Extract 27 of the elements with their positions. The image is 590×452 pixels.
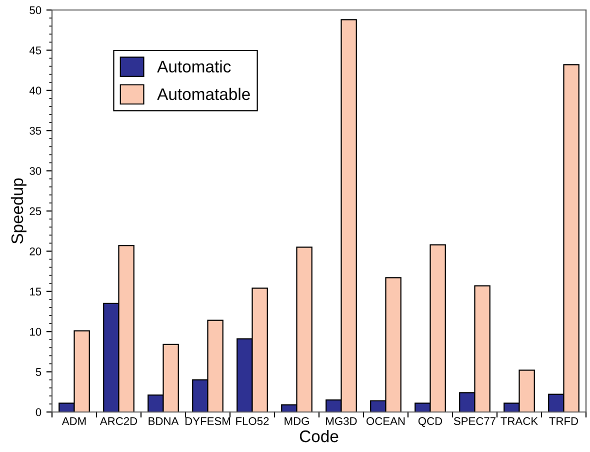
y-axis-title: Speedup <box>10 178 26 244</box>
y-tick-label: 35 <box>30 126 42 135</box>
x-tick-label: ARC2D <box>100 417 138 426</box>
x-tick-label: SPEC77 <box>454 417 496 426</box>
x-tick-label: QCD <box>418 417 442 428</box>
y-tick-label: 50 <box>30 6 42 14</box>
y-tick-label: 40 <box>29 86 42 95</box>
x-tick-label: MDG <box>284 417 309 426</box>
y-tick-label: 25 <box>30 207 42 216</box>
x-tick-label: FLO52 <box>236 417 269 426</box>
y-tick-label: 30 <box>30 167 42 175</box>
x-axis-title: Code <box>300 430 338 442</box>
y-tick-label: 20 <box>30 247 42 256</box>
y-tick-label: 10 <box>30 328 42 336</box>
x-tick-label: DYFESM <box>186 417 230 426</box>
x-tick-label: BDNA <box>148 417 179 425</box>
y-tick-label: 15 <box>30 288 42 296</box>
x-tick-label: MG3D <box>326 417 357 426</box>
y-tick-label: 0 <box>36 408 42 416</box>
x-tick-label: TRACK <box>500 417 538 426</box>
x-tick-label: TRFD <box>549 417 578 425</box>
legend-label: Automatic <box>157 60 231 72</box>
y-tick-label: 45 <box>29 46 42 54</box>
x-tick-label: ADM <box>62 417 86 425</box>
legend-label: Automatable <box>157 88 250 100</box>
x-tick-label: OCEAN <box>366 417 405 426</box>
y-tick-label: 5 <box>36 368 42 376</box>
